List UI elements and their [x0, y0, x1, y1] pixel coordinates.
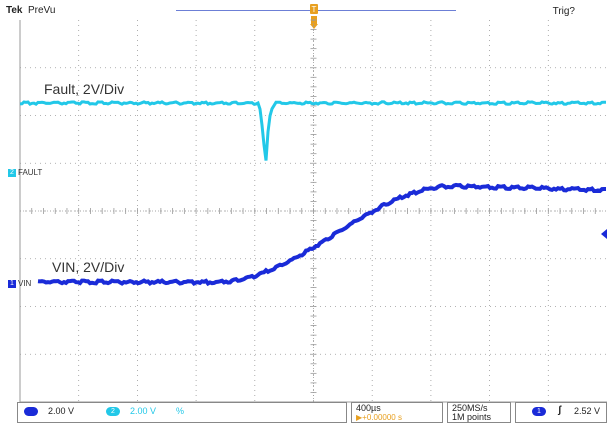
- vin-waveform: [37, 182, 606, 287]
- trigger-readout[interactable]: 1 ʃ 2.52 V: [515, 402, 607, 423]
- horizontal-readout[interactable]: 400µs ▶+0.00000 s: [351, 402, 443, 423]
- graticule-grid: [19, 19, 607, 403]
- ch1-marker-label: VIN: [18, 279, 32, 288]
- record-length: 1M points: [452, 412, 492, 422]
- sample-rate: 250MS/s: [452, 403, 488, 413]
- trigger-channel-pill: 1: [532, 407, 546, 416]
- fault-annotation: Fault, 2V/Div: [44, 81, 125, 97]
- trigger-level-icon: [601, 229, 607, 239]
- ch2-marker-label: FAULT: [18, 168, 43, 177]
- acquisition-readout[interactable]: 250MS/s 1M points: [447, 402, 511, 423]
- ch2-extra: %: [176, 406, 185, 416]
- ch1-scale: 2.00 V: [48, 406, 75, 416]
- trigger-offset: ▶+0.00000 s: [356, 413, 402, 422]
- acquisition-mode: PreVu: [28, 5, 56, 16]
- ch2-pill: 2: [106, 407, 120, 416]
- trigger-position-icon[interactable]: T: [309, 4, 319, 16]
- vin-annotation: VIN, 2V/Div: [52, 259, 125, 275]
- ch1-marker-box: 1: [8, 279, 16, 288]
- ch1-ground-marker[interactable]: 1 VIN: [8, 279, 31, 288]
- fault-waveform: [19, 100, 606, 161]
- trigger-status: Trig?: [552, 6, 575, 17]
- brand-logo: Tek: [6, 5, 23, 16]
- trigger-slope-icon: ʃ: [558, 405, 562, 416]
- ch2-marker-box: 2: [8, 168, 16, 177]
- svg-text:T: T: [312, 5, 317, 14]
- vertical-scale-readout[interactable]: 2.00 V 2 2.00 V %: [17, 402, 347, 423]
- ch1-pill: [24, 407, 38, 416]
- ch2-ground-marker[interactable]: 2 FAULT: [8, 168, 42, 177]
- trigger-level: 2.52 V: [574, 406, 601, 416]
- ch2-scale: 2.00 V: [130, 406, 157, 416]
- timebase: 400µs: [356, 403, 381, 413]
